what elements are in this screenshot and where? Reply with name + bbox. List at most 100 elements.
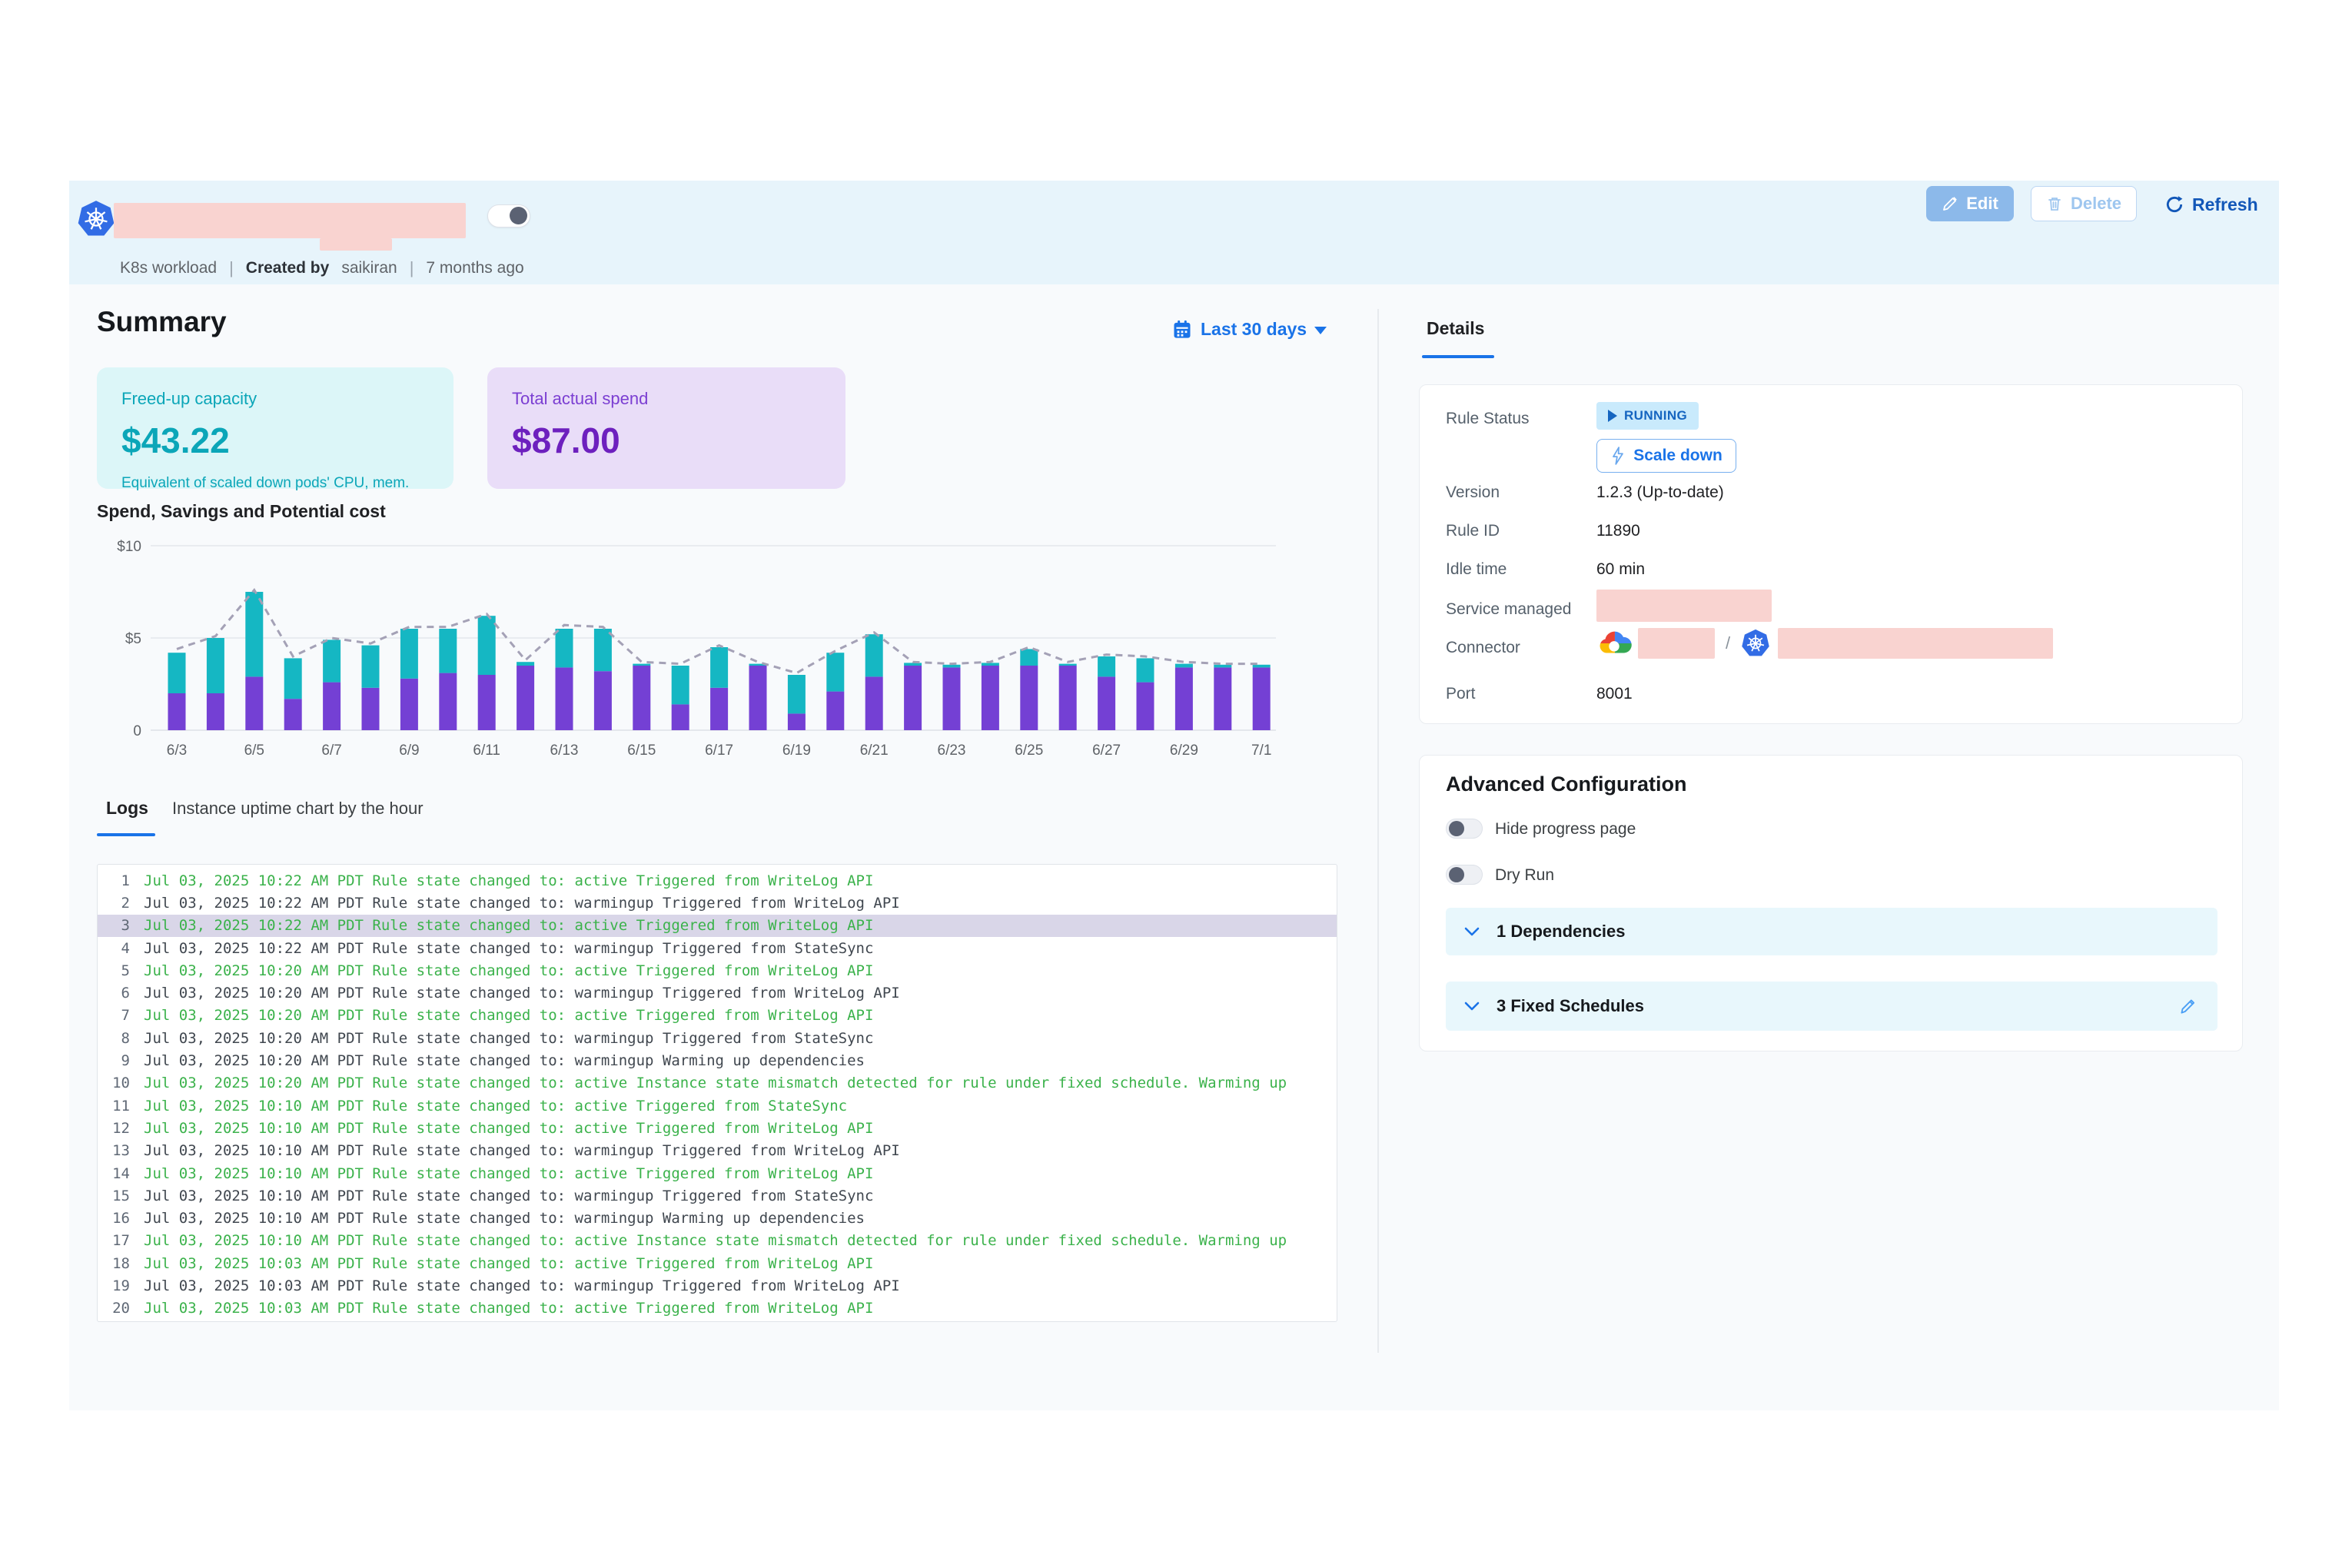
bar-spend — [284, 699, 302, 730]
bar-savings — [1174, 663, 1193, 668]
service-managed-redacted — [1596, 590, 1772, 622]
bar-spend — [710, 687, 729, 730]
refresh-button[interactable]: Refresh — [2160, 191, 2263, 218]
log-list: 1 Jul 03, 2025 10:22 AM PDT Rule state ch… — [97, 864, 1337, 1322]
calendar-icon — [1174, 320, 1191, 338]
dry-run-label: Dry Run — [1495, 866, 1555, 884]
log-row[interactable]: 2 Jul 03, 2025 10:22 AM PDT Rule state ch… — [98, 892, 1337, 914]
log-row[interactable]: 4 Jul 03, 2025 10:22 AM PDT Rule state ch… — [98, 937, 1337, 959]
total-spend-card: Total actual spend $87.00 — [487, 367, 845, 489]
bar-savings — [710, 647, 729, 688]
log-message: Jul 03, 2025 10:03 AM PDT Rule state cha… — [144, 1254, 874, 1272]
log-row[interactable]: 6 Jul 03, 2025 10:20 AM PDT Rule state ch… — [98, 982, 1337, 1004]
version-label: Version — [1446, 483, 1500, 501]
bar-savings — [787, 675, 806, 714]
log-row[interactable]: 17 Jul 03, 2025 10:10 AM PDT Rule state c… — [98, 1230, 1337, 1252]
log-row[interactable]: 14 Jul 03, 2025 10:10 AM PDT Rule state c… — [98, 1162, 1337, 1184]
bar-savings — [904, 663, 922, 666]
bar-savings — [361, 645, 380, 688]
capacity-card-desc: Equivalent of scaled down pods' CPU, mem… — [121, 475, 410, 491]
delete-button[interactable]: Delete — [2031, 186, 2137, 221]
edit-label: Edit — [1966, 194, 1998, 213]
bar-savings — [1058, 663, 1077, 666]
rule-id-value: 11890 — [1596, 522, 1640, 540]
dependencies-label: 1 Dependencies — [1497, 922, 1626, 941]
bar-spend — [245, 676, 264, 730]
log-message: Jul 03, 2025 10:22 AM PDT Rule state cha… — [144, 872, 874, 889]
log-message: Jul 03, 2025 10:20 AM PDT Rule state cha… — [144, 985, 900, 1002]
bar-savings — [942, 664, 961, 668]
bar-spend — [323, 682, 341, 730]
tab-instance-uptime[interactable]: Instance uptime chart by the hour — [172, 799, 424, 818]
rule-status-label: Rule Status — [1446, 410, 1530, 427]
bar-spend — [361, 687, 380, 730]
svg-text:6/3: 6/3 — [167, 742, 187, 759]
svg-text:6/17: 6/17 — [705, 742, 733, 759]
log-message: Jul 03, 2025 10:22 AM PDT Rule state cha… — [144, 939, 874, 957]
log-line-number: 9 — [121, 1052, 130, 1070]
dry-run-toggle[interactable] — [1446, 865, 1483, 885]
date-range-selector[interactable]: Last 30 days — [1171, 318, 1327, 340]
bar-savings — [1214, 664, 1232, 668]
log-row[interactable]: 16 Jul 03, 2025 10:10 AM PDT Rule state c… — [98, 1207, 1337, 1229]
edit-pencil-icon[interactable] — [2178, 996, 2198, 1016]
svg-text:6/27: 6/27 — [1092, 742, 1121, 759]
log-row[interactable]: 11 Jul 03, 2025 10:10 AM PDT Rule state c… — [98, 1095, 1337, 1117]
svg-text:0: 0 — [133, 723, 141, 739]
toggle-knob — [1449, 867, 1464, 882]
tab-details[interactable]: Details — [1427, 318, 1485, 338]
connector-value: / — [1596, 626, 2054, 660]
log-row[interactable]: 13 Jul 03, 2025 10:10 AM PDT Rule state c… — [98, 1140, 1337, 1162]
details-card: Rule Status RUNNING Scale down Version 1… — [1419, 384, 2243, 724]
log-message: Jul 03, 2025 10:20 AM PDT Rule state cha… — [144, 1007, 874, 1025]
spend-card-value: $87.00 — [512, 420, 620, 460]
log-row[interactable]: 12 Jul 03, 2025 10:10 AM PDT Rule state c… — [98, 1117, 1337, 1139]
log-message: Jul 03, 2025 10:22 AM PDT Rule state cha… — [144, 917, 874, 935]
log-line-number: 5 — [121, 962, 130, 979]
log-row[interactable]: 10 Jul 03, 2025 10:20 AM PDT Rule state c… — [98, 1072, 1337, 1095]
bar-savings — [865, 634, 883, 677]
summary-title: Summary — [97, 306, 227, 337]
bar-spend — [904, 666, 922, 730]
scale-down-label: Scale down — [1633, 447, 1722, 464]
freed-up-capacity-card: Freed-up capacity $43.22 Equivalent of s… — [97, 367, 453, 491]
fixed-schedules-section[interactable]: 3 Fixed Schedules — [1446, 982, 2217, 1031]
potential-cost-line — [176, 588, 1262, 675]
advanced-configuration-title: Advanced Configuration — [1446, 772, 1687, 796]
hide-progress-page-toggle[interactable] — [1446, 819, 1483, 839]
svg-text:7/1: 7/1 — [1251, 742, 1271, 759]
svg-text:6/15: 6/15 — [627, 742, 656, 759]
bar-spend — [555, 667, 573, 730]
svg-text:6/13: 6/13 — [550, 742, 579, 759]
log-row[interactable]: 19 Jul 03, 2025 10:03 AM PDT Rule state c… — [98, 1274, 1337, 1297]
bar-spend — [671, 704, 689, 730]
bar-spend — [787, 713, 806, 730]
log-row[interactable]: 15 Jul 03, 2025 10:10 AM PDT Rule state c… — [98, 1184, 1337, 1207]
log-row[interactable]: 3 Jul 03, 2025 10:22 AM PDT Rule state ch… — [98, 914, 1337, 937]
bar-spend — [942, 667, 961, 730]
bar-savings — [400, 629, 418, 679]
log-row[interactable]: 20 Jul 03, 2025 10:03 AM PDT Rule state c… — [98, 1297, 1337, 1320]
log-line-number: 20 — [112, 1300, 130, 1317]
svg-text:6/7: 6/7 — [321, 742, 341, 759]
refresh-icon — [2166, 196, 2183, 213]
tab-logs[interactable]: Logs — [106, 798, 148, 818]
scale-down-button[interactable]: Scale down — [1596, 439, 1736, 473]
bar-savings — [517, 662, 535, 666]
edit-button[interactable]: Edit — [1926, 186, 2014, 221]
bar-spend — [826, 691, 845, 730]
details-tab-underline — [1422, 355, 1494, 358]
bar-spend — [749, 666, 767, 730]
log-row[interactable]: 9 Jul 03, 2025 10:20 AM PDT Rule state ch… — [98, 1049, 1337, 1071]
dependencies-section[interactable]: 1 Dependencies — [1446, 908, 2217, 955]
log-row[interactable]: 1 Jul 03, 2025 10:22 AM PDT Rule state ch… — [98, 869, 1337, 892]
log-message: Jul 03, 2025 10:10 AM PDT Rule state cha… — [144, 1210, 865, 1227]
log-row[interactable]: 5 Jul 03, 2025 10:20 AM PDT Rule state ch… — [98, 959, 1337, 982]
log-row[interactable]: 7 Jul 03, 2025 10:20 AM PDT Rule state ch… — [98, 1005, 1337, 1027]
log-message: Jul 03, 2025 10:10 AM PDT Rule state cha… — [144, 1142, 900, 1160]
svg-text:6/11: 6/11 — [473, 742, 500, 759]
pencil-icon — [1943, 197, 1958, 211]
log-row[interactable]: 8 Jul 03, 2025 10:20 AM PDT Rule state ch… — [98, 1027, 1337, 1049]
log-row[interactable]: 18 Jul 03, 2025 10:03 AM PDT Rule state c… — [98, 1252, 1337, 1274]
workload-enabled-toggle[interactable] — [487, 204, 530, 228]
